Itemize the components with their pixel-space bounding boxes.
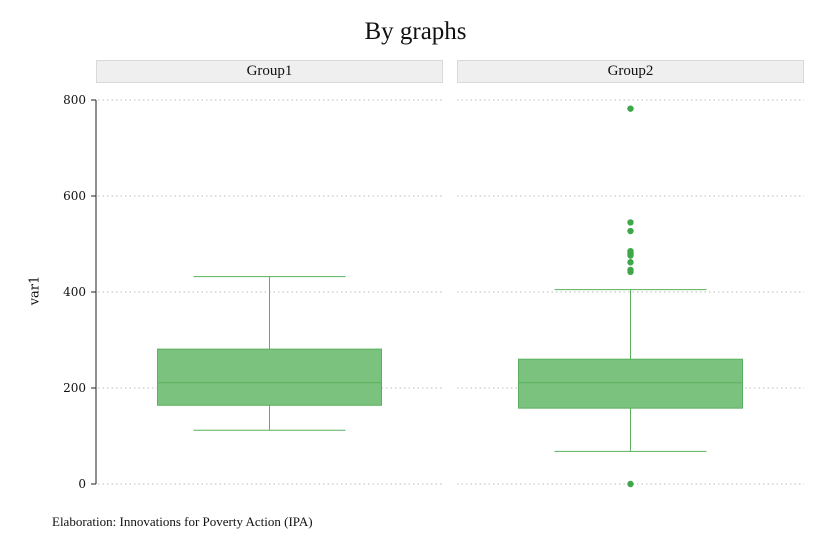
outlier-point xyxy=(627,480,634,488)
facet-label-group2: Group2 xyxy=(457,60,804,83)
facet-label-group1: Group1 xyxy=(96,60,443,83)
y-tick-label: 0 xyxy=(78,477,86,491)
y-tick-label: 600 xyxy=(63,189,86,203)
outlier-point xyxy=(627,259,634,266)
outlier-point xyxy=(627,266,634,274)
y-tick-label: 400 xyxy=(63,285,86,299)
y-tick-label: 800 xyxy=(63,93,86,107)
outlier-point xyxy=(627,248,634,255)
box-Group2 xyxy=(518,358,743,409)
y-tick-label: 200 xyxy=(63,381,86,395)
box-Group1 xyxy=(157,348,382,406)
outlier-point xyxy=(627,219,634,226)
outlier-point xyxy=(627,105,634,112)
chart-title: By graphs xyxy=(364,18,467,45)
chart-caption: Elaboration: Innovations for Poverty Act… xyxy=(52,514,313,529)
outlier-point xyxy=(627,227,634,235)
